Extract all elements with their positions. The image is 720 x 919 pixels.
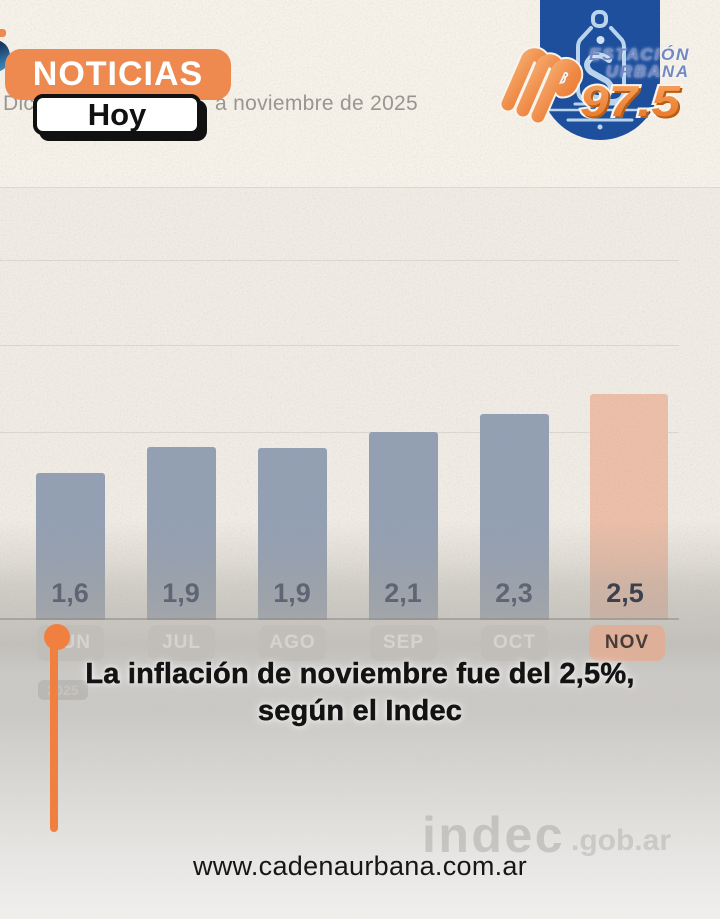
svg-text:97.5: 97.5 [580,77,681,126]
svg-text:97.5: 97.5 [580,77,681,126]
svg-text:97.5: 97.5 [582,79,683,128]
svg-text:ESTACIÓN: ESTACIÓN [589,45,690,64]
svg-text:URBANA: URBANA [606,62,690,81]
